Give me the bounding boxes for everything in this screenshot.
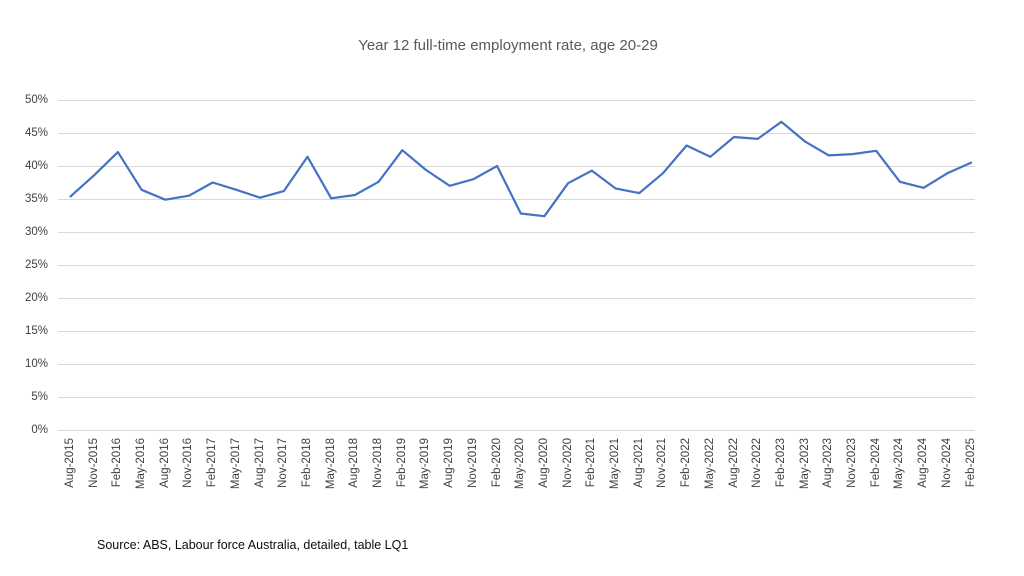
y-axis-tick-label: 10%	[24, 358, 48, 370]
gridline	[58, 396, 975, 398]
y-axis-tick-label: 50%	[24, 94, 48, 106]
y-axis-tick-label: 0%	[31, 424, 48, 436]
gridline	[58, 330, 975, 332]
y-axis-tick-label: 15%	[24, 325, 48, 337]
chart-title: Year 12 full-time employment rate, age 2…	[358, 37, 658, 54]
gridline	[58, 297, 975, 299]
source-note: Source: ABS, Labour force Australia, det…	[97, 538, 409, 552]
y-axis-tick-label: 30%	[24, 226, 48, 238]
y-axis-tick-label: 5%	[31, 391, 48, 403]
y-axis-tick-label: 25%	[24, 259, 48, 271]
gridline	[58, 165, 975, 167]
y-axis-tick-label: 20%	[24, 292, 48, 304]
gridline	[58, 198, 975, 200]
employment-rate-line	[69, 120, 973, 218]
gridline	[58, 99, 975, 101]
gridline	[58, 132, 975, 134]
gridline	[58, 363, 975, 365]
y-axis-tick-label: 40%	[24, 160, 48, 172]
y-axis-tick-label: 45%	[24, 127, 48, 139]
y-axis-tick-label: 35%	[24, 193, 48, 205]
gridline	[58, 429, 975, 431]
gridline	[58, 231, 975, 233]
gridline	[58, 264, 975, 266]
